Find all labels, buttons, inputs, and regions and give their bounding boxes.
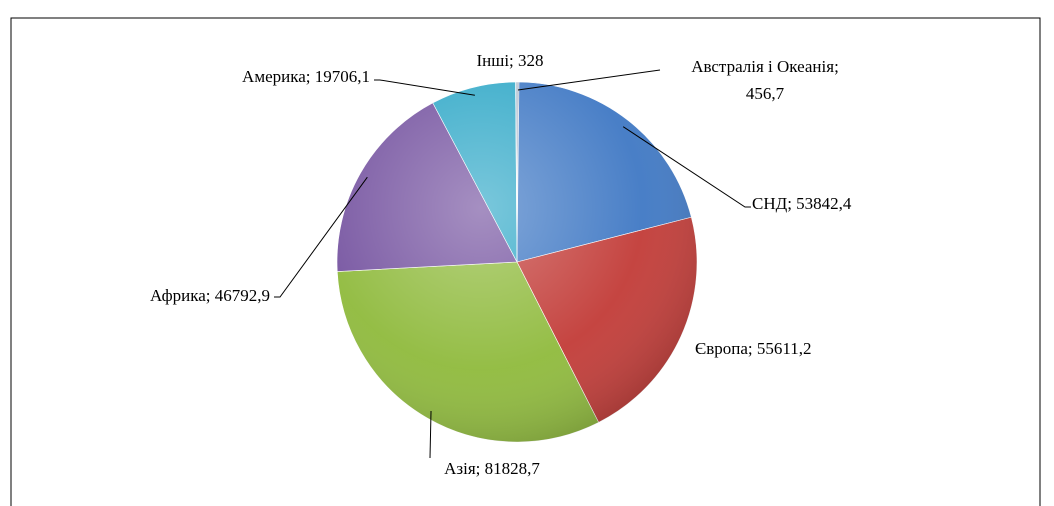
leader-line (517, 69, 661, 91)
data-label: Австралія і Океанія; 456,7 (691, 57, 839, 103)
leader-line (429, 410, 432, 459)
leader-line (274, 176, 368, 298)
data-label: Інші; 328 (476, 51, 543, 70)
data-label: Америка; 19706,1 (242, 67, 370, 86)
data-label: СНД; 53842,4 (752, 194, 852, 213)
label-line: Австралія і Океанія; (691, 57, 839, 76)
chart-frame (10, 17, 1041, 506)
data-label: Африка; 46792,9 (150, 286, 270, 305)
leader-line (622, 126, 751, 208)
data-label: Азія; 81828,7 (444, 459, 540, 478)
leader-line (374, 79, 475, 96)
data-label: Європа; 55611,2 (695, 339, 812, 358)
label-line: 456,7 (746, 84, 785, 103)
